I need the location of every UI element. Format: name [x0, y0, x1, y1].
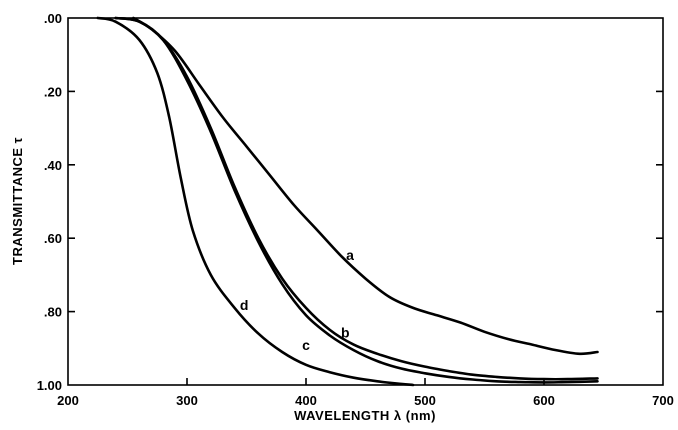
curve-label-c: c [302, 337, 310, 353]
curve-c [114, 16, 599, 384]
axis-tick-labels: 200 300 400 500 600 700 .00 .20 .40 .60 .80 1.00 [37, 11, 674, 408]
x-tick-label-500: 500 [414, 393, 436, 408]
curve-d [96, 16, 415, 387]
x-axis-title: WAVELENGTH λ (nm) [294, 408, 436, 423]
x-tick-label-600: 600 [533, 393, 555, 408]
x-tick-label-400: 400 [295, 393, 317, 408]
y-tick-label-1: .20 [44, 84, 62, 99]
y-tick-label-4: .80 [44, 305, 62, 320]
y-tick-label-0: .00 [44, 11, 62, 26]
axis-ticks [68, 90, 663, 385]
x-tick-label-700: 700 [652, 393, 674, 408]
y-tick-label-3: .60 [44, 231, 62, 246]
x-tick-label-200: 200 [57, 393, 79, 408]
curve-label-b: b [341, 324, 350, 340]
plot-frame [67, 17, 664, 386]
curve-labels: a b c d [240, 247, 354, 353]
curve-a [132, 16, 599, 356]
curve-b [114, 16, 599, 381]
x-tick-label-300: 300 [176, 393, 198, 408]
curves [96, 16, 599, 387]
curve-label-d: d [240, 297, 249, 313]
y-tick-label-2: .40 [44, 158, 62, 173]
y-tick-label-5: 1.00 [37, 378, 62, 393]
curve-label-a: a [346, 247, 354, 263]
y-axis-title: TRANSMITTANCE τ [10, 137, 25, 265]
